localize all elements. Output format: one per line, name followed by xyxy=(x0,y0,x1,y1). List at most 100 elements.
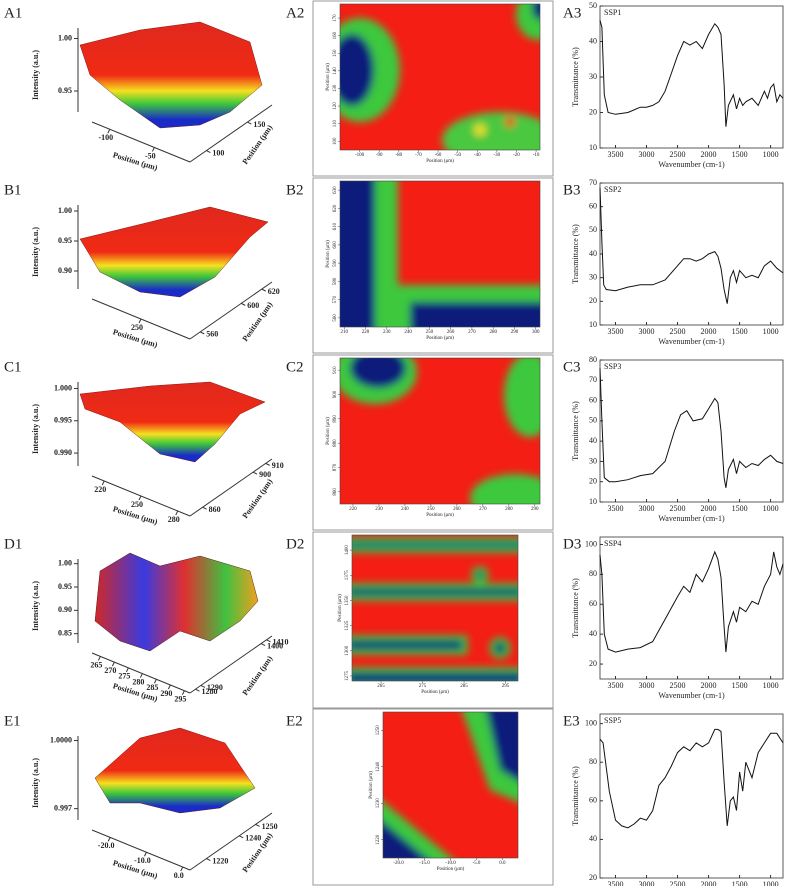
x-tick-label: 250 xyxy=(131,323,143,332)
y-tick-label: 860 xyxy=(209,505,221,514)
y-tick-label: 50 xyxy=(589,1,597,10)
x-tick-label: 230 xyxy=(375,507,383,512)
x-axis-label: Wavenumber (cm-1) xyxy=(658,691,725,700)
y-tick-label: 580 xyxy=(333,277,338,285)
x-tick-label: 220 xyxy=(362,330,370,335)
x-tick-label: 1000 xyxy=(763,880,779,886)
x-tick-label: 240 xyxy=(401,507,409,512)
panel-label: D3 xyxy=(563,536,581,552)
z-tick-label: 0.990 xyxy=(54,448,72,457)
x-tick-label: 2500 xyxy=(670,150,686,159)
y-tick-label: 150 xyxy=(333,49,338,57)
x-tick-label: 1000 xyxy=(763,327,779,336)
y-tick-label: 1410 xyxy=(273,638,289,647)
y-tick-label: 560 xyxy=(206,330,218,339)
y-tick-label: 80 xyxy=(589,569,597,578)
x-axis xyxy=(91,652,191,694)
y-axis xyxy=(189,104,273,163)
y-tick-label: 10 xyxy=(589,143,597,152)
y-tick-label: 40 xyxy=(589,436,597,445)
x-tick-label: 240 xyxy=(404,330,412,335)
x-tick-label: 270 xyxy=(479,507,487,512)
y-tick-label: 100 xyxy=(585,718,597,727)
x-tick xyxy=(97,656,101,661)
panel-label: A1 xyxy=(4,5,22,21)
x-tick-label: 250 xyxy=(427,507,435,512)
x-tick xyxy=(151,147,155,152)
panel-label: C3 xyxy=(563,359,581,375)
z-tick-label: 1.00 xyxy=(58,33,72,42)
x-tick-label: 1000 xyxy=(763,150,779,159)
z-tick-label: 1.00 xyxy=(58,206,72,215)
x-tick-label: 2000 xyxy=(701,327,717,336)
plot-frame xyxy=(599,713,784,879)
x-tick-label: 285 xyxy=(460,684,468,689)
spectrum-line xyxy=(599,368,784,488)
y-tick xyxy=(247,121,252,125)
y-tick-label: 10 xyxy=(589,320,597,329)
y-tick-label: 170 xyxy=(333,14,338,22)
x-tick-label: 0.0 xyxy=(174,871,184,880)
y-axis-label: Position (μm) xyxy=(241,123,275,166)
z-tick-label: 0.997 xyxy=(54,803,72,812)
x-tick-label: -70 xyxy=(415,153,422,158)
panel-label: B2 xyxy=(286,182,304,198)
y-tick-label: 120 xyxy=(333,102,338,110)
y-tick-label: 900 xyxy=(333,390,338,398)
panel-label: D2 xyxy=(286,536,304,552)
y-axis-label: Position (μm) xyxy=(241,477,275,520)
y-tick-label: 30 xyxy=(589,456,597,465)
y-tick-label: 1275 xyxy=(345,670,350,681)
x-tick-label: 1000 xyxy=(763,504,779,513)
y-tick-label: 1240 xyxy=(245,834,261,843)
y-tick-label: 150 xyxy=(253,120,265,129)
y-tick xyxy=(202,506,207,510)
plot-frame xyxy=(599,359,784,503)
x-tick-label: 2000 xyxy=(701,880,717,886)
x-tick-label: 3000 xyxy=(639,150,655,159)
y-axis xyxy=(189,281,273,340)
x-tick xyxy=(101,480,105,486)
x-tick-label: 300 xyxy=(532,330,540,335)
x-tick-label: 280 xyxy=(132,677,144,686)
y-tick-label: 890 xyxy=(333,415,338,423)
y-tick-label: 620 xyxy=(333,204,338,212)
x-axis-label: Wavenumber (cm-1) xyxy=(658,160,725,169)
x-tick-label: -15.0 xyxy=(419,861,430,866)
x-axis-label: Position (μm) xyxy=(437,867,465,872)
y-tick xyxy=(260,643,266,647)
x-tick-label: -50 xyxy=(145,151,156,160)
y-axis-label: Transmittance (%) xyxy=(571,224,580,284)
y-tick-label: 870 xyxy=(333,463,338,471)
x-tick-label: 3500 xyxy=(608,504,624,513)
y-axis-label: Position (μm) xyxy=(241,654,275,697)
y-tick-label: 590 xyxy=(333,259,338,267)
z-tick-label: 1.000 xyxy=(54,383,72,392)
spectrum-line xyxy=(599,728,784,829)
z-tick-label: 0.95 xyxy=(58,86,72,95)
x-tick-label: -60 xyxy=(435,153,442,158)
y-tick xyxy=(200,331,205,335)
x-tick xyxy=(138,318,142,324)
panel-label: E3 xyxy=(563,713,580,729)
z-tick-label: 0.90 xyxy=(58,605,72,614)
x-axis xyxy=(91,829,191,871)
y-axis-label: Position (μm) xyxy=(326,63,331,91)
y-axis xyxy=(189,812,273,871)
series-title: SSP4 xyxy=(604,539,621,548)
y-tick-label: 1300 xyxy=(345,645,350,656)
z-tick-label: 1.00 xyxy=(58,558,72,567)
plot-frame xyxy=(351,534,519,682)
y-tick-label: 130 xyxy=(333,84,338,92)
x-tick xyxy=(139,673,143,678)
x-tick-label: 2500 xyxy=(670,327,686,336)
y-tick-label: 20 xyxy=(589,107,597,116)
x-tick-label: -100 xyxy=(98,133,113,142)
x-tick xyxy=(143,851,147,857)
x-tick-label: -20.0 xyxy=(393,861,404,866)
y-tick-label: 860 xyxy=(333,488,338,496)
x-tick-label: 290 xyxy=(160,689,172,698)
y-tick-label: 40 xyxy=(589,834,597,843)
y-tick-label: 910 xyxy=(272,461,284,470)
